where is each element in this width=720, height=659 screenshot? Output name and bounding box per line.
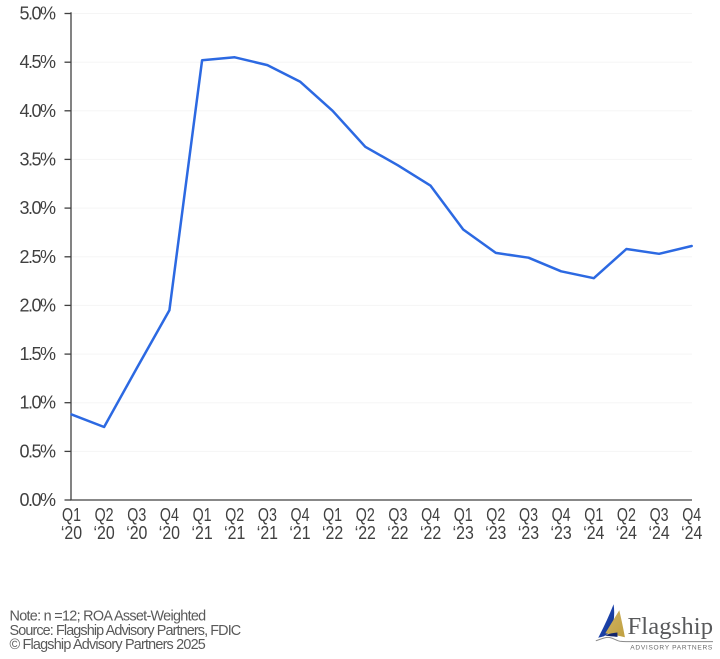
- svg-text:4.5%: 4.5%: [20, 52, 57, 72]
- svg-text:‘21: ‘21: [192, 523, 213, 543]
- svg-text:‘20: ‘20: [126, 523, 147, 543]
- svg-text:Q2: Q2: [486, 505, 505, 525]
- svg-text:ADVISORY PARTNERS: ADVISORY PARTNERS: [630, 645, 713, 652]
- svg-text:‘20: ‘20: [61, 523, 82, 543]
- svg-text:‘24: ‘24: [681, 523, 702, 543]
- svg-text:‘22: ‘22: [387, 523, 408, 543]
- svg-text:Flagship: Flagship: [628, 613, 714, 640]
- svg-text:Q2: Q2: [95, 505, 114, 525]
- svg-text:Q4: Q4: [682, 505, 701, 525]
- svg-text:Q1: Q1: [193, 505, 212, 525]
- svg-text:Q1: Q1: [454, 505, 473, 525]
- svg-text:Q4: Q4: [552, 505, 571, 525]
- svg-text:4.0%: 4.0%: [20, 101, 57, 121]
- svg-text:‘22: ‘22: [322, 523, 343, 543]
- svg-text:‘24: ‘24: [583, 523, 604, 543]
- svg-text:Q2: Q2: [356, 505, 375, 525]
- svg-text:Q1: Q1: [323, 505, 342, 525]
- svg-text:Q3: Q3: [127, 505, 146, 525]
- svg-text:© Flagship Advisory Partners 2: © Flagship Advisory Partners 2025: [10, 637, 206, 653]
- svg-text:‘22: ‘22: [420, 523, 441, 543]
- svg-text:‘24: ‘24: [649, 523, 670, 543]
- svg-text:Q4: Q4: [421, 505, 440, 525]
- svg-text:‘21: ‘21: [257, 523, 278, 543]
- svg-text:‘23: ‘23: [453, 523, 474, 543]
- svg-text:‘23: ‘23: [551, 523, 572, 543]
- svg-text:0.5%: 0.5%: [20, 441, 57, 461]
- svg-text:Q4: Q4: [291, 505, 310, 525]
- svg-text:Q2: Q2: [225, 505, 244, 525]
- svg-text:2.0%: 2.0%: [20, 295, 57, 315]
- svg-text:Q3: Q3: [519, 505, 538, 525]
- svg-text:‘24: ‘24: [616, 523, 637, 543]
- svg-text:Q3: Q3: [258, 505, 277, 525]
- svg-text:Note: n =12; ROA Asset-Weighte: Note: n =12; ROA Asset-Weighted: [10, 609, 207, 625]
- svg-text:3.5%: 3.5%: [20, 149, 57, 169]
- svg-text:2.5%: 2.5%: [20, 247, 57, 267]
- svg-text:‘20: ‘20: [159, 523, 180, 543]
- svg-text:1.5%: 1.5%: [20, 344, 57, 364]
- svg-text:1.0%: 1.0%: [20, 393, 57, 413]
- svg-text:Q2: Q2: [617, 505, 636, 525]
- svg-text:‘21: ‘21: [289, 523, 310, 543]
- svg-text:Q4: Q4: [160, 505, 179, 525]
- svg-text:Q3: Q3: [388, 505, 407, 525]
- svg-text:‘22: ‘22: [355, 523, 376, 543]
- svg-text:‘23: ‘23: [485, 523, 506, 543]
- svg-text:‘21: ‘21: [224, 523, 245, 543]
- svg-text:Q1: Q1: [584, 505, 603, 525]
- svg-text:5.0%: 5.0%: [20, 4, 57, 24]
- svg-text:‘20: ‘20: [94, 523, 115, 543]
- svg-text:Q3: Q3: [650, 505, 669, 525]
- svg-text:‘23: ‘23: [518, 523, 539, 543]
- svg-text:Q1: Q1: [62, 505, 81, 525]
- svg-text:3.0%: 3.0%: [20, 198, 57, 218]
- svg-text:Source: Flagship Advisory Part: Source: Flagship Advisory Partners, FDIC: [10, 623, 242, 639]
- svg-text:0.0%: 0.0%: [20, 490, 57, 510]
